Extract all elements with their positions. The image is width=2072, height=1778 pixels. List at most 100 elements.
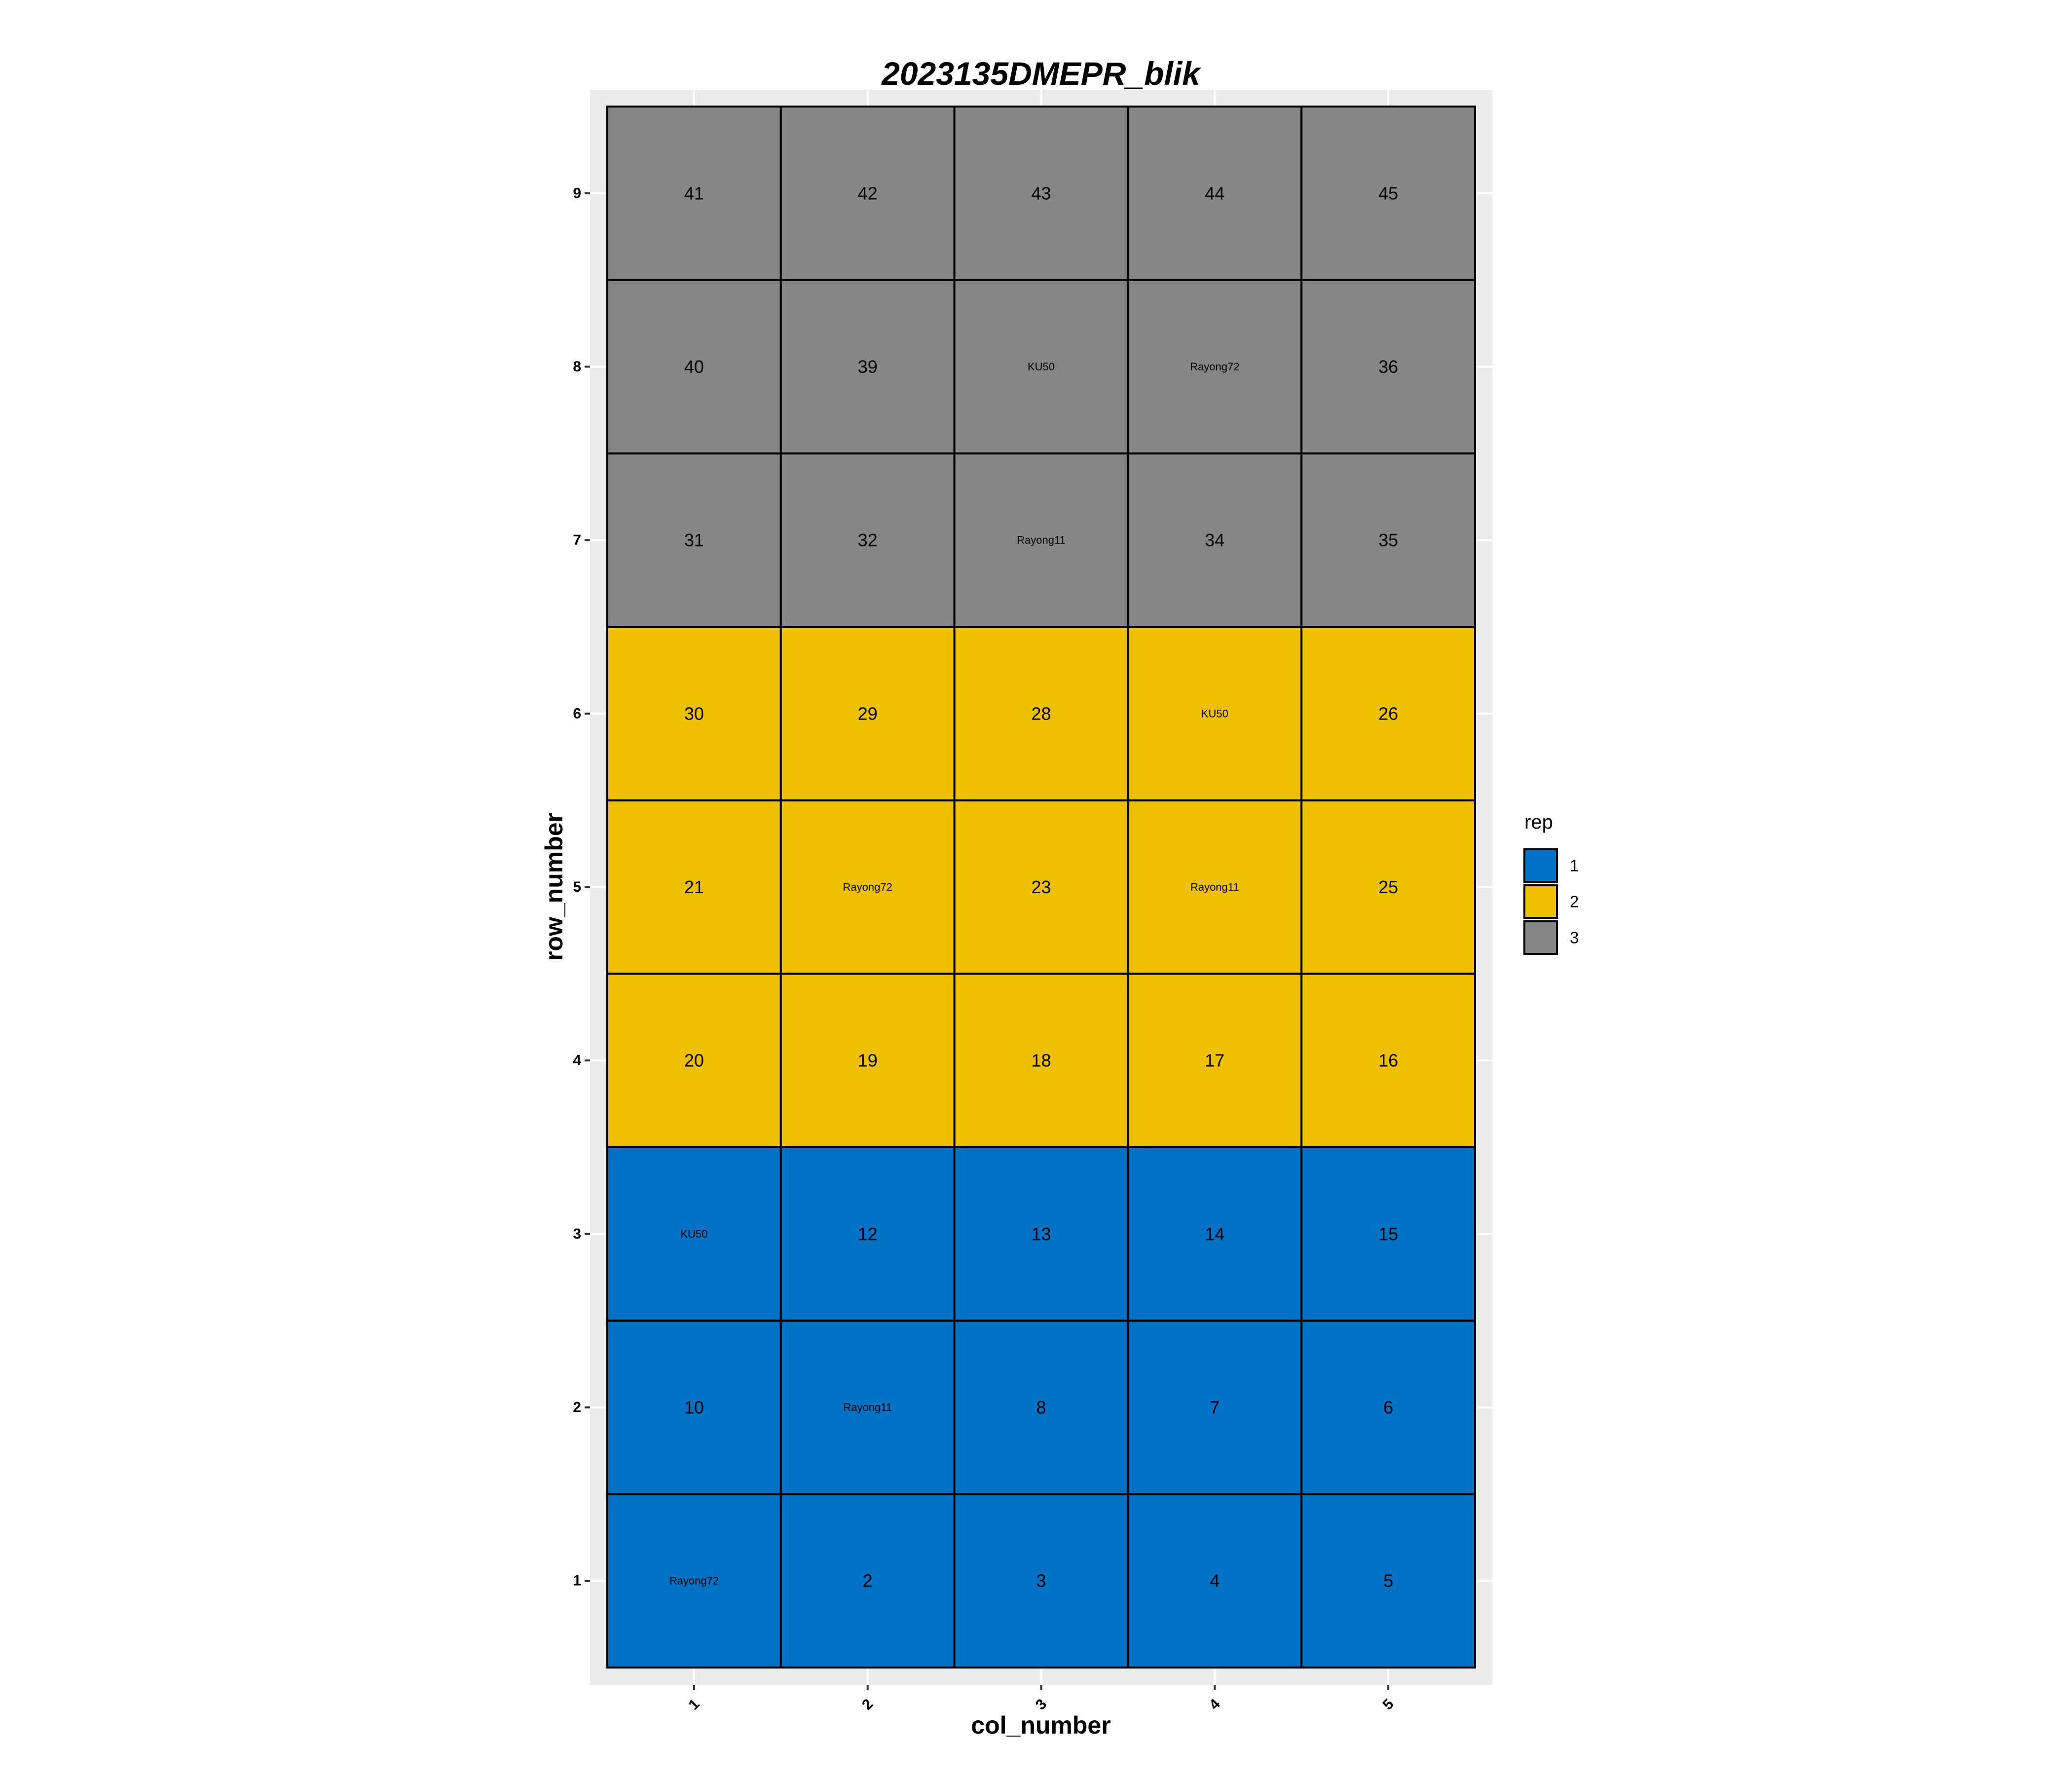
plot-cell: [953, 1493, 1129, 1669]
cell-label: 10: [684, 1397, 704, 1417]
plot-cell: [779, 626, 956, 801]
plot-cell: [606, 1319, 782, 1495]
plot-cell: [1127, 973, 1303, 1149]
cell-label: 3: [1036, 1571, 1046, 1591]
plot-cell: [1300, 1493, 1476, 1669]
plot-cell: [1300, 279, 1476, 455]
y-tick-label: 5: [573, 879, 581, 895]
cell-label: 43: [1031, 183, 1051, 203]
plot-cell: [1300, 973, 1476, 1149]
chart-title: 2023135DMEPR_blik: [881, 55, 1202, 92]
cell-label: 21: [684, 877, 704, 897]
plot-cell: [953, 106, 1129, 281]
plot-cell: [1127, 452, 1303, 628]
cell-label: 28: [1031, 703, 1051, 724]
y-axis-label: row_number: [540, 813, 568, 961]
plot-cell: [1300, 799, 1476, 975]
cell-label: 45: [1378, 183, 1398, 203]
plot-cell: [953, 279, 1129, 455]
plot-cell: [1300, 1319, 1476, 1495]
cell-label: 35: [1378, 530, 1398, 550]
cell-label: 5: [1383, 1571, 1393, 1591]
cell-label: 23: [1031, 877, 1051, 897]
cell-label: 34: [1205, 530, 1224, 550]
cell-label: Rayong11: [843, 1401, 892, 1414]
legend: rep 1 2 3: [1523, 811, 1579, 955]
cell-label: 14: [1205, 1224, 1224, 1244]
plot-cell: [1300, 626, 1476, 801]
legend-label: 3: [1570, 929, 1579, 947]
y-tick-label: 2: [573, 1399, 581, 1415]
plot-cell: [606, 626, 782, 801]
cell-label: KU50: [680, 1228, 707, 1240]
plot-cell: [953, 1319, 1129, 1495]
plot-cell: [606, 973, 782, 1149]
plot-cell: [1300, 1146, 1476, 1322]
y-tick-label: 1: [573, 1573, 581, 1589]
plot-cell: [606, 106, 782, 281]
cell-label: 12: [858, 1224, 878, 1244]
plot-cell: [779, 1146, 956, 1322]
cell-label: 30: [684, 703, 704, 724]
y-tick-label: 4: [573, 1052, 581, 1069]
cell-label: 4: [1210, 1571, 1220, 1591]
legend-title: rep: [1524, 811, 1553, 833]
plot-cell: [1127, 1146, 1303, 1322]
cell-label: Rayong72: [1190, 361, 1239, 373]
cell-label: 44: [1205, 183, 1224, 203]
x-axis-label: col_number: [971, 1711, 1110, 1739]
cell-label: 18: [1031, 1051, 1051, 1071]
cell-label: Rayong11: [1190, 881, 1239, 893]
legend-key: [1523, 884, 1558, 919]
y-tick-label: 6: [573, 705, 581, 722]
legend-label: 1: [1570, 857, 1579, 875]
plot-cell: [779, 452, 956, 628]
plot-cell: [779, 279, 956, 455]
cell-label: 2: [863, 1571, 873, 1591]
plot-cell: [606, 1493, 782, 1669]
cell-label: 26: [1378, 703, 1398, 724]
plot-cell: [779, 106, 956, 281]
cell-label: 25: [1378, 877, 1398, 897]
plot-cell: [953, 1146, 1129, 1322]
plot-cell: [779, 1493, 956, 1669]
y-tick-label: 3: [573, 1226, 581, 1242]
cell-label: 19: [858, 1051, 878, 1071]
cell-label: KU50: [1201, 707, 1228, 720]
cell-label: KU50: [1028, 361, 1055, 373]
cell-label: 29: [858, 703, 878, 724]
cell-label: Rayong11: [1017, 534, 1066, 546]
cell-label: 32: [858, 530, 878, 550]
plot-cell: [1127, 626, 1303, 801]
y-tick-label: 7: [573, 532, 581, 548]
plot-cell: [779, 799, 956, 975]
legend-key: [1523, 848, 1558, 883]
cell-label: 36: [1378, 357, 1398, 377]
y-tick-label: 9: [573, 185, 581, 201]
plot-cell: [953, 452, 1129, 628]
plot-cell: [1127, 106, 1303, 281]
plot-cell: [606, 799, 782, 975]
plot-cell: [1300, 106, 1476, 281]
cell-label: 13: [1031, 1224, 1051, 1244]
cell-label: 40: [684, 357, 704, 377]
plot-cell: [606, 1146, 782, 1322]
cell-label: 8: [1036, 1397, 1046, 1417]
plot-cell: [953, 973, 1129, 1149]
cell-label: 15: [1378, 1224, 1398, 1244]
cell-label: 41: [684, 183, 704, 203]
plot-cell: [606, 452, 782, 628]
plot-cell: [1300, 452, 1476, 628]
cell-label: 17: [1205, 1051, 1224, 1071]
cell-label: Rayong72: [669, 1575, 719, 1587]
cell-label: 6: [1383, 1397, 1393, 1417]
cell-label: 7: [1210, 1397, 1220, 1417]
cell-label: 39: [858, 357, 878, 377]
plot-cell: [779, 973, 956, 1149]
legend-label: 2: [1570, 893, 1579, 911]
cell-label: 42: [858, 183, 878, 203]
cell-label: 16: [1378, 1051, 1398, 1071]
